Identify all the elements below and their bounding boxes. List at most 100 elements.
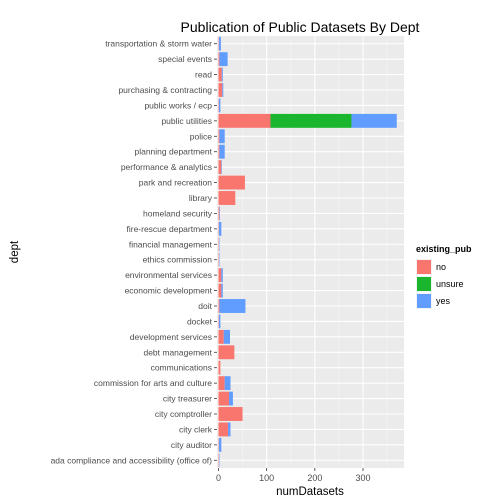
bar-yes — [218, 237, 220, 252]
bar-no — [218, 422, 229, 437]
bar-no — [218, 252, 219, 267]
bar-yes — [222, 83, 224, 97]
x-tick-label: 0 — [216, 473, 221, 483]
bar-no — [218, 144, 220, 159]
y-tick-label: fire-rescue department — [126, 224, 212, 234]
y-tick-label: economic development — [125, 286, 213, 296]
bar-no — [218, 407, 243, 421]
y-tick-label: planning department — [134, 147, 212, 157]
bar-no — [218, 67, 222, 82]
bar-no — [218, 113, 271, 128]
bar-no — [218, 391, 230, 406]
y-tick-label: ada compliance and accessibility (office… — [51, 455, 213, 465]
y-tick-marks — [214, 43, 217, 461]
y-tick-label: special events — [158, 54, 212, 64]
legend-label: yes — [436, 296, 451, 306]
y-tick-label: environmental services — [125, 270, 212, 280]
chart-title: Publication of Public Datasets By Dept — [181, 19, 420, 35]
y-tick-label: city clerk — [179, 424, 213, 434]
y-tick-label: financial management — [129, 239, 213, 249]
bar-yes — [223, 329, 231, 344]
bar-no — [218, 83, 223, 97]
bar-no — [218, 453, 219, 468]
bar-no — [218, 52, 220, 67]
y-tick-label: doit — [198, 301, 212, 311]
bar-no — [218, 160, 222, 175]
bar-no — [218, 206, 220, 221]
bar-yes — [221, 268, 223, 283]
bar-yes — [221, 67, 223, 82]
bar-yes — [219, 144, 225, 159]
y-tick-label: library — [189, 193, 213, 203]
y-tick-label: park and recreation — [139, 178, 213, 188]
x-tick-label: 200 — [307, 473, 322, 483]
x-tick-label: 300 — [356, 473, 371, 483]
bar-no — [218, 175, 245, 190]
y-tick-label: public works / ecp — [144, 100, 212, 110]
bar-no — [218, 237, 219, 252]
x-tick-label: 100 — [259, 473, 274, 483]
bar-yes — [218, 36, 221, 51]
legend-title: existing_pub — [416, 244, 472, 254]
bar-no — [218, 129, 220, 144]
y-tick-label: purchasing & contracting — [118, 85, 212, 95]
bar-no — [218, 345, 235, 360]
y-axis-label: dept — [9, 240, 21, 263]
bars — [218, 36, 397, 468]
bar-no — [218, 283, 222, 298]
bar-yes — [219, 129, 225, 144]
y-tick-label: police — [190, 131, 212, 141]
legend-swatch-unsure — [417, 277, 431, 291]
bar-yes — [218, 314, 221, 329]
y-tick-labels: transportation & storm water special even… — [51, 39, 213, 466]
bar-yes — [218, 252, 220, 267]
bar-yes — [219, 206, 220, 221]
bar-yes — [219, 299, 246, 313]
y-tick-label: transportation & storm water — [105, 39, 212, 49]
y-tick-label: city auditor — [171, 440, 212, 450]
bar-yes — [221, 160, 222, 175]
y-tick-label: city treasurer — [163, 394, 212, 404]
y-tick-label: ethics commission — [143, 255, 213, 265]
bar-yes — [219, 52, 228, 67]
y-tick-label: public utilities — [161, 116, 212, 126]
bar-yes — [228, 422, 231, 437]
bar-no — [218, 299, 220, 313]
bar-no — [218, 360, 221, 375]
bar-yes — [218, 98, 221, 113]
bar-yes — [224, 376, 231, 391]
y-tick-label: city comptroller — [155, 409, 212, 419]
bar-no — [218, 191, 236, 205]
y-tick-label: development services — [130, 332, 212, 342]
y-tick-label: debt management — [143, 347, 212, 357]
bar-no — [218, 221, 219, 236]
legend-swatch-yes — [417, 294, 431, 308]
bar-no — [218, 268, 222, 283]
bar-yes — [351, 113, 397, 128]
bar-yes — [218, 221, 222, 236]
x-tick-labels: 0 100 200 300 — [216, 473, 371, 483]
bar-no — [218, 437, 219, 452]
y-tick-label: read — [195, 70, 212, 80]
bar-yes — [229, 391, 233, 406]
bar-unsure — [270, 113, 352, 128]
legend-label: unsure — [436, 279, 464, 289]
y-tick-label: docket — [187, 316, 213, 326]
x-tick-marks — [218, 468, 364, 471]
bar-no — [218, 98, 219, 113]
y-tick-label: performance & analytics — [121, 162, 212, 172]
bar-yes — [218, 453, 220, 468]
plot-panel — [217, 36, 404, 468]
bar-no — [218, 36, 219, 51]
y-tick-label: communications — [151, 363, 212, 373]
y-tick-label: commission for arts and culture — [94, 378, 212, 388]
x-axis-label: numDatasets — [276, 486, 344, 498]
bar-yes — [218, 437, 222, 452]
legend-label: no — [436, 262, 446, 272]
legend: existing_pub no unsure yes — [416, 244, 472, 309]
bar-no — [218, 314, 219, 329]
y-tick-label: homeland security — [143, 208, 213, 218]
bar-no — [218, 376, 225, 391]
legend-swatch-no — [417, 260, 431, 274]
